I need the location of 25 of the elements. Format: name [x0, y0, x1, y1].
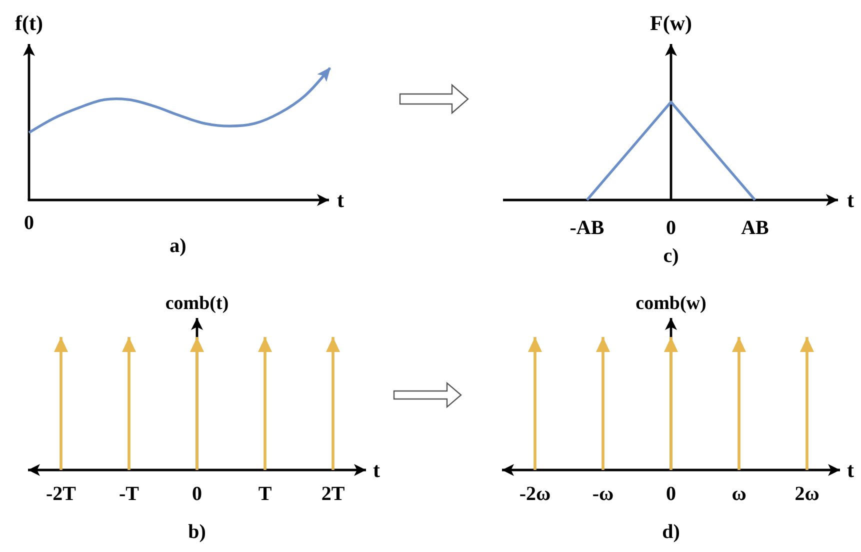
- x-tick-label: 2T: [321, 483, 346, 505]
- x-axis-title: t: [847, 188, 854, 212]
- y-axis-title: F(w): [650, 11, 692, 35]
- x-tick-label: AB: [741, 217, 769, 239]
- text: c): [663, 245, 679, 267]
- x-tick-label: T: [258, 483, 272, 505]
- text: d): [662, 521, 680, 543]
- text: b): [188, 521, 206, 543]
- x-tick-label: ω: [732, 483, 746, 505]
- x-axis-title: t: [373, 458, 380, 482]
- x-tick-label: 0: [666, 483, 676, 505]
- x-axis-title: t: [847, 458, 854, 482]
- y-axis-title: f(t): [15, 11, 43, 35]
- x-tick-label: 0: [192, 483, 202, 505]
- x-tick-label: -2T: [46, 483, 77, 505]
- x-tick-label: -2ω: [519, 483, 551, 505]
- y-axis-title: comb(w): [636, 293, 706, 314]
- x-tick-label: -ω: [592, 483, 614, 505]
- text: a): [170, 235, 186, 257]
- x-tick-label: -AB: [570, 217, 604, 239]
- x-tick-label: 0: [666, 217, 676, 239]
- y-axis-title: comb(t): [165, 293, 229, 314]
- x-tick-label: -T: [119, 483, 140, 505]
- x-axis-title: t: [337, 188, 344, 212]
- x-tick-label: 2ω: [794, 483, 820, 505]
